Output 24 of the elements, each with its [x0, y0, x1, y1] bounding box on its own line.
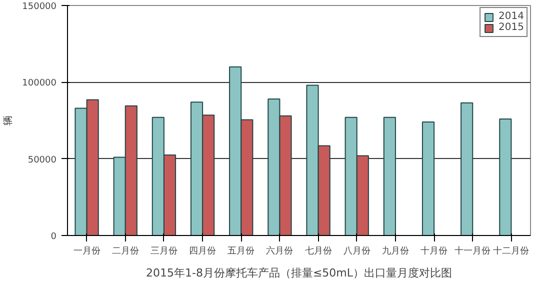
x-tick-label: 四月份 [189, 246, 216, 256]
bar [460, 102, 474, 236]
y-axis-title: 辆 [2, 116, 14, 126]
legend-label: 2015 [498, 22, 524, 33]
y-tick-label: 100000 [22, 78, 57, 89]
x-tick-label: 五月份 [228, 246, 255, 256]
x-tick-label: 十一月份 [454, 246, 491, 256]
x-tick-label: 二月份 [112, 246, 139, 256]
bar [499, 118, 512, 236]
y-tick-label: 0 [50, 232, 57, 242]
x-tick-label: 八月份 [343, 246, 370, 256]
x-tick-label: 十月份 [420, 246, 448, 256]
bar [383, 116, 396, 236]
bar [422, 122, 435, 236]
legend-label: 2014 [498, 11, 524, 22]
x-tick-label: 九月份 [382, 246, 409, 256]
x-tick-label: 三月份 [150, 246, 178, 256]
x-tick-label: 七月份 [304, 246, 332, 256]
x-tick-label: 十二月份 [493, 246, 530, 256]
text: 2015年1-8月份摩托车产品（排量≤50mL）出口量月度对比图 [146, 266, 452, 280]
y-tick-label: 50000 [28, 155, 57, 166]
y-tick-label: 150000 [22, 2, 57, 12]
x-tick-label: 六月份 [266, 246, 294, 256]
x-tick-label: 一月份 [73, 246, 100, 256]
